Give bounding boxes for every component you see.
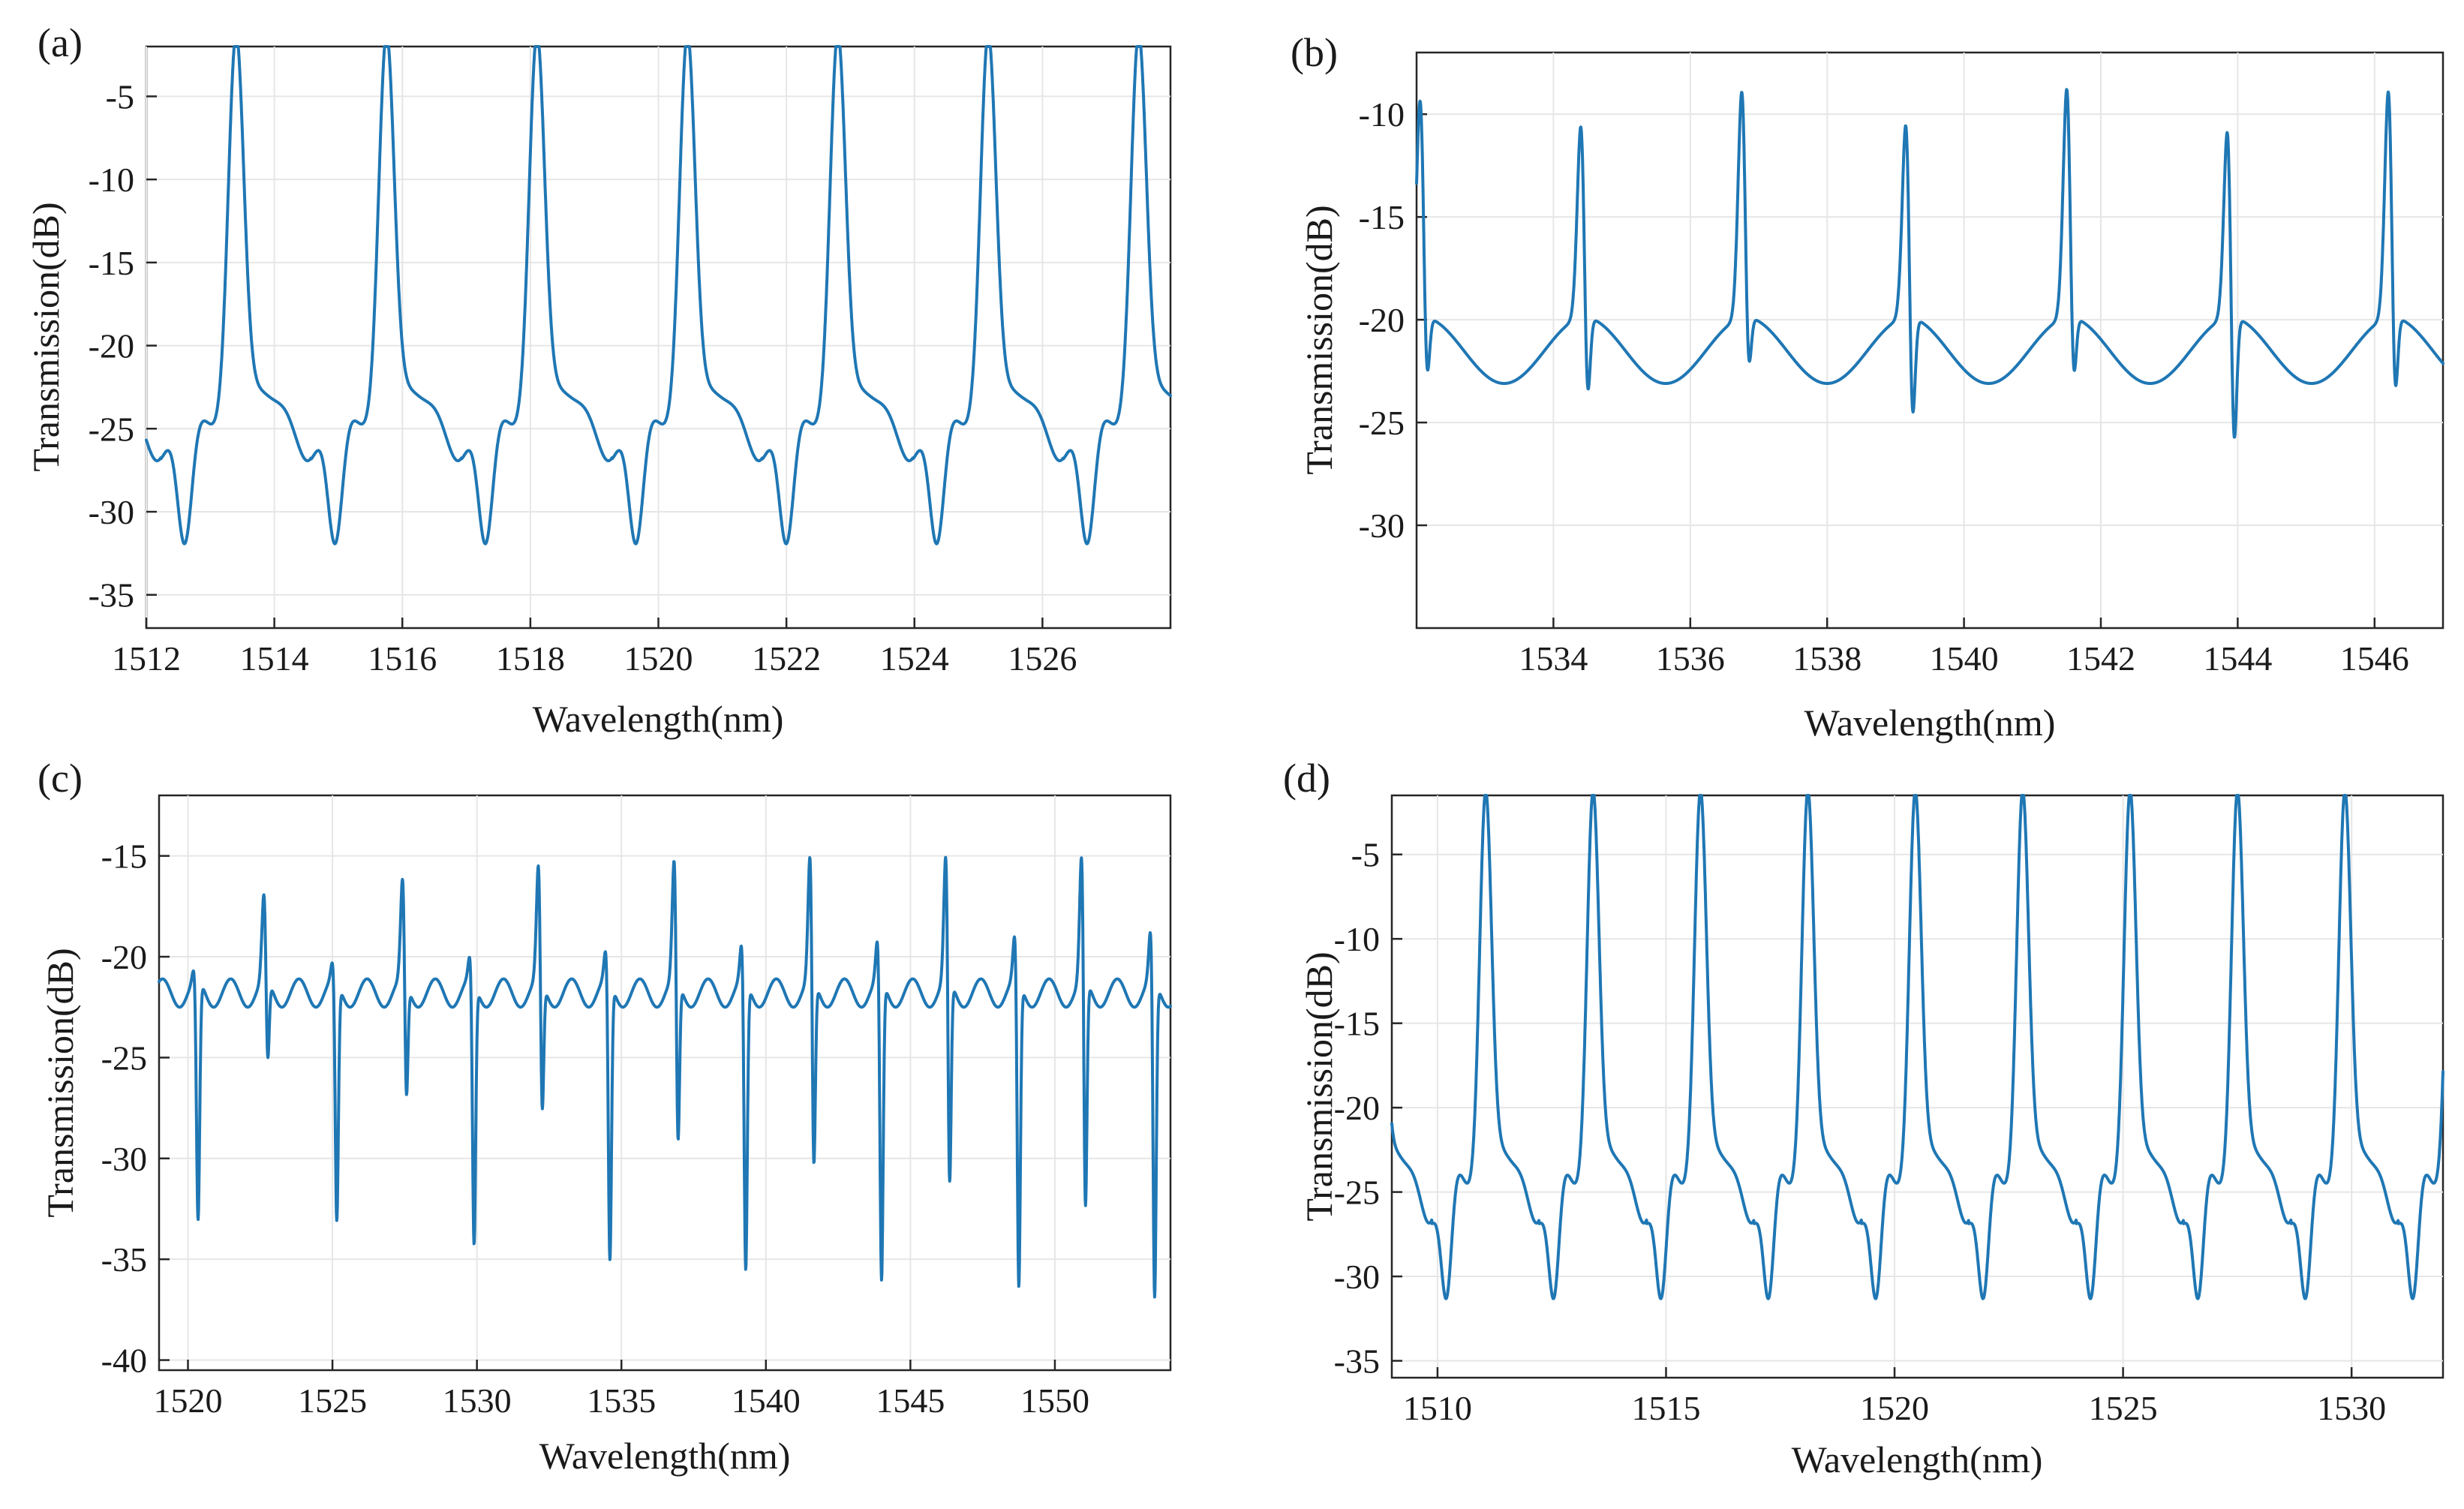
panel-a: (a) 1512 1514 1516 1518 1520 1522 1524 1526 -35 -…: [25, 20, 1172, 740]
ticks-c: 1520 1525 1530 1535 1540 1545 1550 -40 -35 -30 -25…: [101, 837, 1089, 1420]
xtick-label-c-2: 1530: [443, 1381, 512, 1420]
plot-area-d: [1390, 794, 2444, 1379]
panel-label-b: (b): [1291, 30, 1338, 75]
panel-label-d: (d): [1283, 756, 1330, 801]
ytick-label-a-3: -20: [89, 327, 134, 365]
xtick-label-a-0: 1512: [112, 639, 181, 678]
ytick-label-c-3: -25: [101, 1039, 147, 1077]
xtick-label-b-2: 1538: [1792, 639, 1862, 678]
xtick-label-a-3: 1518: [496, 639, 565, 678]
xtick-label-c-6: 1550: [1020, 1381, 1089, 1420]
ticks-d: 1510 1515 1520 1525 1530 -35 -30 -25 -20 -15 -10 -5: [1334, 836, 2387, 1427]
xtick-label-c-5: 1545: [876, 1381, 945, 1420]
ytick-label-c-5: -15: [101, 837, 147, 876]
ytick-label-d-3: -20: [1334, 1089, 1380, 1127]
transmission-line-b: [1415, 88, 2444, 439]
grid-b: [1417, 53, 2443, 628]
ylabel-b: Transmission(dB): [1298, 205, 1340, 474]
ylabel-c: Transmission(dB): [39, 948, 81, 1217]
plot-area-b: [1415, 51, 2444, 630]
ytick-label-c-1: -35: [101, 1240, 147, 1279]
ytick-label-a-6: -5: [106, 77, 134, 116]
xlabel-a: Wavelength(nm): [533, 698, 784, 740]
xtick-label-d-2: 1520: [1860, 1389, 1929, 1427]
ytick-label-d-1: -30: [1334, 1258, 1380, 1296]
xtick-label-b-3: 1540: [1930, 639, 1999, 678]
xtick-label-c-1: 1525: [298, 1381, 367, 1420]
xtick-label-b-1: 1536: [1656, 639, 1725, 678]
ytick-label-c-4: -20: [101, 938, 147, 976]
xtick-label-d-4: 1530: [2317, 1389, 2386, 1427]
xtick-label-d-1: 1515: [1631, 1389, 1700, 1427]
ytick-label-b-4: -10: [1359, 95, 1405, 134]
ytick-label-d-5: -10: [1334, 920, 1380, 958]
transmission-line-a: [145, 45, 1172, 546]
xtick-label-a-4: 1520: [624, 639, 693, 678]
ylabel-a: Transmission(dB): [25, 202, 67, 471]
grid-d: [1392, 795, 2443, 1378]
xtick-label-a-7: 1526: [1008, 639, 1077, 678]
xtick-label-a-6: 1524: [880, 639, 949, 678]
grid-a: [146, 47, 1170, 628]
transmission-line-d: [1390, 794, 2444, 1300]
xtick-label-d-0: 1510: [1403, 1389, 1472, 1427]
panel-label-c: (c): [38, 756, 83, 801]
xlabel-d: Wavelength(nm): [1792, 1438, 2043, 1480]
transmission-line-c: [158, 855, 1172, 1299]
xtick-label-b-5: 1544: [2203, 639, 2272, 678]
xtick-label-a-5: 1522: [752, 639, 821, 678]
ytick-label-a-2: -25: [89, 410, 134, 448]
plot-area-c: [158, 794, 1172, 1372]
ytick-label-a-0: -35: [89, 576, 134, 615]
ytick-label-a-5: -10: [89, 161, 134, 199]
ticks-a: 1512 1514 1516 1518 1520 1522 1524 1526 -35 -30 -2…: [89, 77, 1077, 678]
grid-c: [159, 795, 1170, 1370]
ytick-label-d-6: -5: [1351, 836, 1380, 874]
ytick-label-b-2: -20: [1359, 301, 1405, 339]
ytick-label-a-4: -15: [89, 244, 134, 282]
ylabel-d: Transmission(dB): [1298, 951, 1340, 1221]
xtick-label-d-3: 1525: [2089, 1389, 2158, 1427]
ytick-label-b-0: -30: [1359, 507, 1405, 545]
ytick-label-d-4: -15: [1334, 1005, 1380, 1043]
xtick-label-b-4: 1542: [2066, 639, 2135, 678]
xtick-label-c-4: 1540: [732, 1381, 801, 1420]
xtick-label-b-0: 1534: [1519, 639, 1588, 678]
panel-c: (c) 1520 1525 1530 1535 1540 1545 1550 -40 -35 -3…: [38, 756, 1172, 1477]
xtick-label-c-0: 1520: [154, 1381, 223, 1420]
ytick-label-d-2: -25: [1334, 1174, 1380, 1212]
ticks-b: 1534 1536 1538 1540 1542 1544 1546 -30 -25 -20 -15…: [1359, 95, 2409, 678]
ytick-label-c-0: -40: [101, 1342, 147, 1380]
panel-label-a: (a): [38, 20, 83, 65]
ytick-label-a-1: -30: [89, 493, 134, 531]
panel-b: (b) 1534 1536 1538 1540 1542 1544 1546 -30 -25 -2…: [1291, 30, 2444, 744]
ytick-label-d-0: -35: [1334, 1342, 1380, 1381]
xlabel-c: Wavelength(nm): [539, 1435, 791, 1477]
xtick-label-c-3: 1535: [587, 1381, 656, 1420]
ytick-label-b-1: -25: [1359, 404, 1405, 442]
ytick-label-b-3: -15: [1359, 198, 1405, 236]
xtick-label-a-2: 1516: [368, 639, 437, 678]
ytick-label-c-2: -30: [101, 1140, 147, 1178]
xlabel-b: Wavelength(nm): [1804, 702, 2056, 744]
xtick-label-a-1: 1514: [240, 639, 309, 678]
xtick-label-b-6: 1546: [2340, 639, 2409, 678]
panel-d: (d) 1510 1515 1520 1525 1530 -35 -30 -25 -20 -15 -…: [1283, 756, 2444, 1480]
